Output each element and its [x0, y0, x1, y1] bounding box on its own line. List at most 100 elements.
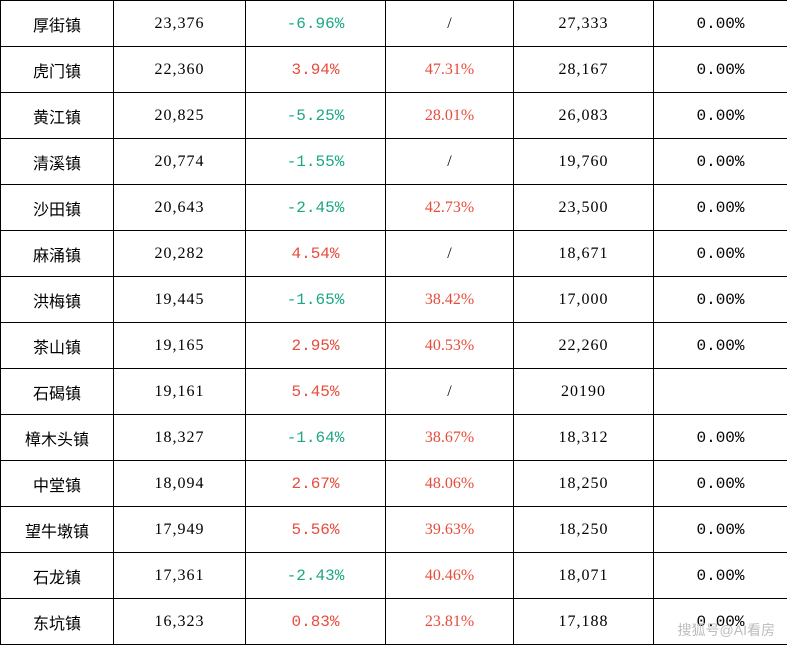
cell-value-1: 22,360 — [114, 47, 246, 93]
cell-pct-3: 0.00% — [654, 323, 787, 369]
cell-pct-2: 39.63% — [386, 507, 514, 553]
table-row: 石碣镇19,1615.45%/20190 — [1, 369, 787, 415]
cell-value-1: 19,165 — [114, 323, 246, 369]
cell-value-2: 28,167 — [514, 47, 654, 93]
cell-value-2: 18,312 — [514, 415, 654, 461]
table-row: 石龙镇17,361-2.43%40.46%18,0710.00% — [1, 553, 787, 599]
cell-value-2: 17,000 — [514, 277, 654, 323]
table-row: 沙田镇20,643-2.45%42.73%23,5000.00% — [1, 185, 787, 231]
cell-pct-change: 4.54% — [246, 231, 386, 277]
cell-town-name: 石碣镇 — [1, 369, 114, 415]
cell-pct-change: 2.95% — [246, 323, 386, 369]
table-row: 清溪镇20,774-1.55%/19,7600.00% — [1, 139, 787, 185]
cell-value-2: 18,071 — [514, 553, 654, 599]
cell-town-name: 黄江镇 — [1, 93, 114, 139]
cell-value-2: 27,333 — [514, 1, 654, 47]
cell-value-1: 20,825 — [114, 93, 246, 139]
cell-value-1: 20,643 — [114, 185, 246, 231]
cell-pct-3: 0.00% — [654, 553, 787, 599]
cell-pct-2: / — [386, 369, 514, 415]
cell-town-name: 望牛墩镇 — [1, 507, 114, 553]
cell-value-1: 19,445 — [114, 277, 246, 323]
cell-value-2: 18,671 — [514, 231, 654, 277]
table-row: 黄江镇20,825-5.25%28.01%26,0830.00% — [1, 93, 787, 139]
cell-town-name: 樟木头镇 — [1, 415, 114, 461]
cell-pct-change: 2.67% — [246, 461, 386, 507]
cell-pct-3: 0.00% — [654, 461, 787, 507]
cell-town-name: 石龙镇 — [1, 553, 114, 599]
cell-pct-3: 0.00% — [654, 139, 787, 185]
cell-town-name: 麻涌镇 — [1, 231, 114, 277]
cell-value-1: 20,282 — [114, 231, 246, 277]
cell-pct-2: 28.01% — [386, 93, 514, 139]
cell-pct-change: 0.83% — [246, 599, 386, 645]
cell-pct-2: 47.31% — [386, 47, 514, 93]
cell-pct-3: 0.00% — [654, 185, 787, 231]
cell-value-1: 19,161 — [114, 369, 246, 415]
table-row: 东坑镇16,3230.83%23.81%17,1880.00% — [1, 599, 787, 645]
cell-pct-2: 38.42% — [386, 277, 514, 323]
cell-pct-2: 48.06% — [386, 461, 514, 507]
cell-value-1: 17,361 — [114, 553, 246, 599]
table-row: 麻涌镇20,2824.54%/18,6710.00% — [1, 231, 787, 277]
cell-value-1: 20,774 — [114, 139, 246, 185]
cell-value-1: 23,376 — [114, 1, 246, 47]
cell-pct-change: 3.94% — [246, 47, 386, 93]
cell-pct-2: 38.67% — [386, 415, 514, 461]
cell-pct-2: 40.53% — [386, 323, 514, 369]
cell-town-name: 虎门镇 — [1, 47, 114, 93]
cell-pct-change: -5.25% — [246, 93, 386, 139]
cell-town-name: 厚街镇 — [1, 1, 114, 47]
cell-value-2: 26,083 — [514, 93, 654, 139]
cell-pct-change: 5.45% — [246, 369, 386, 415]
cell-pct-change: -6.96% — [246, 1, 386, 47]
cell-pct-3: 0.00% — [654, 599, 787, 645]
cell-pct-2: / — [386, 1, 514, 47]
cell-town-name: 清溪镇 — [1, 139, 114, 185]
cell-pct-3: 0.00% — [654, 277, 787, 323]
cell-pct-3: 0.00% — [654, 93, 787, 139]
cell-value-2: 18,250 — [514, 507, 654, 553]
cell-value-2: 19,760 — [514, 139, 654, 185]
cell-pct-change: 5.56% — [246, 507, 386, 553]
cell-pct-3: 0.00% — [654, 1, 787, 47]
table-row: 樟木头镇18,327-1.64%38.67%18,3120.00% — [1, 415, 787, 461]
table-row: 虎门镇22,3603.94%47.31%28,1670.00% — [1, 47, 787, 93]
table-container: 厚街镇23,376-6.96%/27,3330.00%虎门镇22,3603.94… — [0, 0, 787, 647]
cell-town-name: 茶山镇 — [1, 323, 114, 369]
data-table: 厚街镇23,376-6.96%/27,3330.00%虎门镇22,3603.94… — [0, 0, 787, 645]
cell-value-2: 23,500 — [514, 185, 654, 231]
cell-pct-change: -2.43% — [246, 553, 386, 599]
cell-value-2: 17,188 — [514, 599, 654, 645]
cell-pct-2: 23.81% — [386, 599, 514, 645]
table-row: 中堂镇18,0942.67%48.06%18,2500.00% — [1, 461, 787, 507]
table-row: 洪梅镇19,445-1.65%38.42%17,0000.00% — [1, 277, 787, 323]
table-row: 望牛墩镇17,9495.56%39.63%18,2500.00% — [1, 507, 787, 553]
cell-town-name: 东坑镇 — [1, 599, 114, 645]
cell-pct-2: 42.73% — [386, 185, 514, 231]
cell-value-1: 18,327 — [114, 415, 246, 461]
table-row: 茶山镇19,1652.95%40.53%22,2600.00% — [1, 323, 787, 369]
cell-pct-3: 0.00% — [654, 507, 787, 553]
cell-town-name: 洪梅镇 — [1, 277, 114, 323]
cell-value-2: 18,250 — [514, 461, 654, 507]
cell-pct-change: -1.65% — [246, 277, 386, 323]
table-row: 厚街镇23,376-6.96%/27,3330.00% — [1, 1, 787, 47]
cell-pct-change: -1.64% — [246, 415, 386, 461]
cell-pct-2: 40.46% — [386, 553, 514, 599]
cell-value-1: 16,323 — [114, 599, 246, 645]
cell-pct-2: / — [386, 139, 514, 185]
cell-pct-change: -2.45% — [246, 185, 386, 231]
cell-town-name: 中堂镇 — [1, 461, 114, 507]
cell-pct-change: -1.55% — [246, 139, 386, 185]
cell-pct-3: 0.00% — [654, 47, 787, 93]
cell-pct-3 — [654, 369, 787, 415]
cell-pct-2: / — [386, 231, 514, 277]
cell-pct-3: 0.00% — [654, 231, 787, 277]
cell-value-2: 20190 — [514, 369, 654, 415]
cell-value-1: 18,094 — [114, 461, 246, 507]
cell-value-2: 22,260 — [514, 323, 654, 369]
cell-town-name: 沙田镇 — [1, 185, 114, 231]
cell-value-1: 17,949 — [114, 507, 246, 553]
cell-pct-3: 0.00% — [654, 415, 787, 461]
